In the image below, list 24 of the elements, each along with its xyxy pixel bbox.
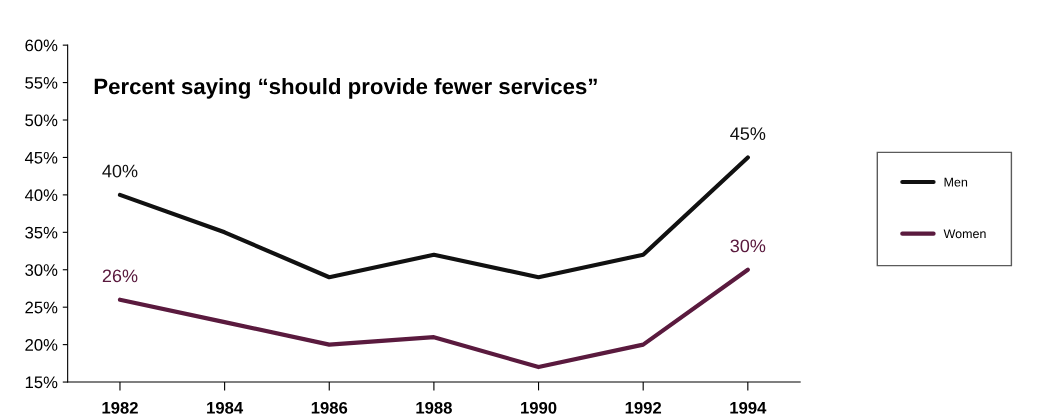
legend-label: Women (943, 229, 986, 239)
x-tick-label: 1986 (311, 401, 348, 414)
y-tick-label: 20% (25, 339, 58, 351)
y-tick-label: 25% (25, 301, 58, 314)
x-tick-label: 1984 (207, 401, 244, 414)
y-tick-label: 55% (25, 77, 58, 89)
x-tick-label: 1994 (730, 401, 767, 414)
annotation: 40% (102, 164, 138, 178)
x-tick-label: 1988 (416, 401, 452, 414)
y-tick-label: 60% (25, 39, 58, 52)
annotation: 30% (730, 239, 766, 253)
x-tick-label: 1982 (102, 401, 138, 414)
y-tick-label: 40% (24, 189, 58, 202)
y-tick-label: 45% (24, 151, 58, 164)
x-tick-label: 1990 (521, 401, 557, 414)
annotation: 45% (730, 127, 766, 140)
x-tick-label: 1992 (625, 401, 662, 414)
y-tick-label: 50% (25, 114, 58, 127)
text: Percent saying “should provide fewer services” (94, 77, 597, 99)
y-tick-label: 30% (25, 264, 58, 276)
y-tick-label: 35% (25, 226, 58, 239)
y-tick-label: 15% (25, 376, 58, 389)
annotation: 26% (102, 269, 138, 283)
legend-label: Men (944, 177, 968, 187)
